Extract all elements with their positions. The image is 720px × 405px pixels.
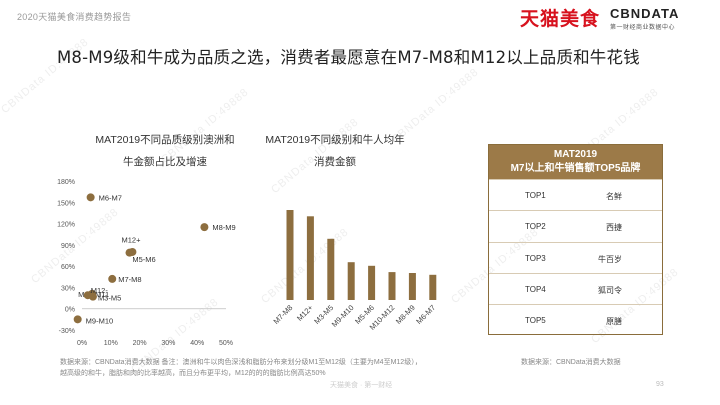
- y-tick-label: -30%: [59, 328, 75, 335]
- point-label: M6-M7: [99, 193, 122, 202]
- bar-category-label: M6-M7: [414, 303, 437, 326]
- y-tick-label: 90%: [61, 243, 75, 250]
- top5-brand-table: MAT2019 M7以上和牛销售额TOP5品牌 TOP1 名鲜 TOP2 西捷 …: [488, 144, 663, 335]
- scatter-title-line2: 牛金额占比及增速: [123, 156, 207, 168]
- footer-mark: 天猫美食 · 第一财经: [330, 382, 393, 389]
- rank-label: TOP2: [525, 222, 546, 232]
- x-tick-label: 50%: [219, 340, 233, 347]
- bar: [388, 272, 396, 300]
- point-label: M9-M10: [86, 316, 114, 325]
- source-note-line1: 数据来源：CBNData消费大数据 备注：澳洲和牛以肉色深浅和脂肪分布来划分级M…: [60, 359, 422, 366]
- scatter-point: [86, 193, 95, 202]
- bar: [347, 262, 355, 300]
- table-row: TOP3 牛百岁: [489, 241, 662, 273]
- brand-name: 牛百岁: [598, 254, 622, 264]
- table-row: TOP1 名鲜: [489, 179, 662, 210]
- scatter-point: [200, 223, 209, 232]
- scatter-point: [108, 274, 117, 283]
- brand-name: 狐司令: [598, 285, 622, 295]
- bar-title-line1: MAT2019不同级别和牛人均年: [265, 134, 405, 146]
- page-headline: M8-M9级和牛成为品质之选，消费者最愿意在M7-M8和M12以上品质和牛花钱: [57, 48, 640, 67]
- scatter-point: [88, 292, 97, 301]
- scatter-point: [128, 247, 137, 256]
- bar-category-label: M7-M8: [272, 303, 295, 326]
- x-tick-label: 40%: [190, 340, 204, 347]
- y-tick-label: 180%: [57, 179, 75, 186]
- bar: [429, 274, 437, 300]
- scatter-chart-title: MAT2019不同品质级别澳洲和 牛金额占比及增速: [80, 129, 250, 173]
- point-label: M12-: [91, 286, 109, 295]
- source-note-left: 数据来源：CBNData消费大数据 备注：澳洲和牛以肉色深浅和脂肪分布来划分级M…: [60, 357, 460, 379]
- table-row: TOP2 西捷: [489, 210, 662, 241]
- point-label: M5-M6: [132, 255, 155, 264]
- cbndata-logo-name: CBNDATA: [610, 6, 680, 21]
- brand-name: 名鲜: [606, 192, 622, 201]
- point-label: M3-M5: [98, 294, 121, 303]
- point-label: M7-M8: [118, 275, 141, 284]
- page-number: 93: [656, 381, 664, 388]
- y-tick-label: 120%: [57, 222, 75, 229]
- x-tick-label: 30%: [161, 340, 175, 347]
- bar: [327, 238, 335, 300]
- point-label: M12+: [122, 236, 142, 245]
- x-tick-label: 20%: [133, 340, 147, 347]
- bar: [408, 273, 416, 300]
- brand-name: 原膳: [606, 317, 622, 327]
- rank-label: TOP1: [525, 191, 546, 200]
- y-tick-label: 0%: [65, 307, 75, 314]
- table-row: TOP5 原膳: [489, 304, 662, 335]
- table-row: TOP4 狐司令: [489, 272, 662, 304]
- bar-category-label: M9-M10: [330, 303, 356, 329]
- x-tick-label: 0%: [77, 340, 87, 347]
- bar-chart-title: MAT2019不同级别和牛人均年 消费金额: [260, 129, 410, 173]
- y-tick-label: 30%: [61, 285, 75, 292]
- rank-label: TOP5: [525, 316, 546, 326]
- bar-category-label: M8-M9: [394, 303, 417, 326]
- report-tag: 2020天猫美食消费趋势报告: [17, 12, 132, 22]
- brand-name: 西捷: [606, 223, 622, 233]
- source-note-right: 数据来源：CBNData消费大数据: [521, 359, 621, 366]
- rank-label: TOP4: [525, 284, 546, 294]
- point-label: M8-M9: [212, 223, 235, 232]
- cbndata-logo-sub: 第一财经商业数据中心: [610, 25, 676, 31]
- source-note-line2: 越高级的和牛，脂肪和肉的比率越高，而且分布更平均，M12的的的脂肪比例高达50%: [60, 370, 326, 377]
- tmall-food-logo: 天猫美食: [520, 8, 601, 30]
- scatter-title-line1: MAT2019不同品质级别澳洲和: [95, 134, 235, 146]
- rank-label: TOP3: [525, 253, 546, 263]
- bar: [368, 265, 376, 300]
- top5-table-header: MAT2019 M7以上和牛销售额TOP5品牌: [489, 145, 662, 179]
- bar-title-line2: 消费金额: [314, 156, 356, 168]
- cbndata-logo: CBNDATA 第一财经商业数据中心: [610, 6, 679, 31]
- top5-title-line1: MAT2019: [553, 149, 598, 160]
- bar: [306, 216, 314, 300]
- scatter-point: [73, 315, 82, 324]
- top5-title-line2: M7以上和牛销售额TOP5品牌: [510, 163, 641, 174]
- bar: [286, 210, 294, 300]
- y-tick-label: 60%: [61, 264, 75, 271]
- y-tick-label: 150%: [57, 200, 75, 207]
- x-tick-label: 10%: [104, 340, 118, 347]
